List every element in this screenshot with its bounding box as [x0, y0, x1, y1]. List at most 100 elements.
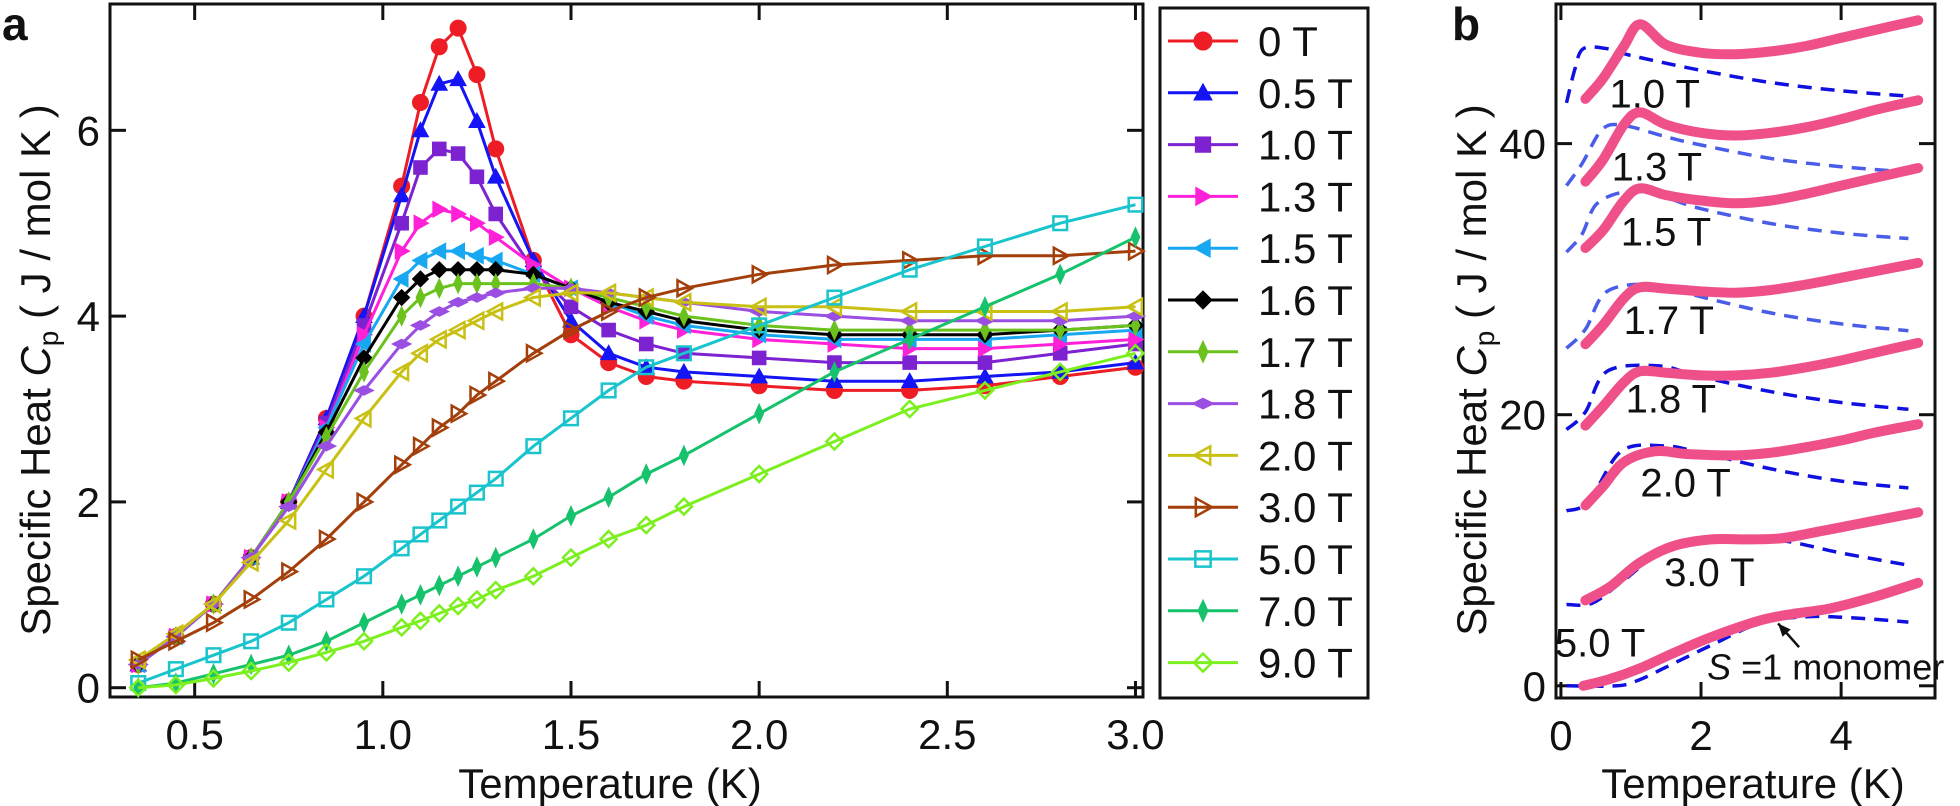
series-1_3T: 1.3 T: [1565, 95, 1924, 190]
data-point-marker: [353, 408, 372, 429]
data-point-marker: [468, 484, 485, 501]
curve-label: 1.7 T: [1624, 299, 1714, 343]
y-tick-label: 0: [1523, 663, 1546, 710]
x-tick-label: 0: [1549, 712, 1572, 759]
data-point-marker: [428, 329, 447, 350]
data-point-marker: [488, 371, 507, 392]
data-point-marker: [202, 593, 222, 615]
data-point-marker: [485, 287, 507, 299]
data-point-marker: [1192, 238, 1211, 259]
y-tick-label: 20: [1499, 392, 1546, 439]
data-point-marker: [278, 501, 300, 512]
data-point-marker: [600, 301, 620, 322]
y-tick-label: 6: [77, 107, 100, 154]
y-axis-title-symbol: C: [1448, 346, 1495, 377]
series-line: [137, 203, 1136, 685]
legend-label: 1.5 T: [1258, 225, 1353, 272]
data-point-marker: [130, 649, 149, 670]
x-tick-label: 1.0: [354, 711, 412, 758]
data-point-marker: [449, 242, 465, 260]
data-point-marker: [638, 359, 655, 376]
axis-ticks-a: 0.5 1.0 1.5 2.0 2.5 3.0 0 2 4 6: [77, 4, 1165, 758]
data-point-marker: [560, 282, 579, 304]
data-point-marker: [599, 344, 618, 361]
data-point-marker: [487, 470, 504, 487]
data-point-marker: [975, 380, 995, 401]
data-point-marker: [1050, 362, 1070, 382]
series-1_6T: [129, 260, 1145, 674]
data-point-marker: [468, 66, 486, 84]
data-point-marker: [676, 278, 695, 299]
x-axis-title-a: Temperature (K): [458, 760, 761, 806]
legend-item: 1.3 T: [1168, 173, 1353, 220]
curve-label: 1.3 T: [1612, 146, 1702, 190]
data-point-marker: [208, 662, 219, 685]
measured-curve: [1580, 15, 1924, 104]
curve-label: 2.0 T: [1640, 461, 1730, 505]
data-point-marker: [525, 438, 542, 455]
data-point-marker: [485, 301, 504, 322]
data-point-marker: [453, 272, 464, 295]
series-1_8T: 1.8 T: [1565, 337, 1924, 431]
legend-item: 0 T: [1168, 18, 1318, 65]
legend-item: 1.8 T: [1168, 381, 1353, 428]
data-point-marker: [1193, 290, 1213, 310]
x-tick-label: 0.5: [165, 711, 223, 758]
data-point-marker: [471, 272, 482, 295]
data-point-marker: [1194, 550, 1212, 568]
data-point-marker: [447, 296, 469, 308]
data-point-marker: [638, 336, 654, 352]
data-point-marker: [353, 385, 375, 396]
data-point-marker: [829, 361, 840, 383]
data-point-marker: [673, 292, 692, 313]
legend-item: 5.0 T: [1168, 536, 1353, 583]
data-point-marker: [900, 372, 919, 389]
series-5_0T: 5.0 T: [1555, 577, 1924, 691]
series-9_0T: [128, 343, 1146, 698]
series-2_0T: 2.0 T: [1565, 419, 1924, 513]
data-point-marker: [434, 277, 445, 300]
legend-item: 9.0 T: [1168, 640, 1353, 687]
data-point-marker: [281, 561, 300, 582]
data-point-marker: [675, 345, 692, 362]
data-point-marker: [562, 410, 580, 427]
legend-label: 1.8 T: [1258, 381, 1353, 428]
legend-label: 0.5 T: [1258, 70, 1353, 117]
legend-label: 5.0 T: [1258, 536, 1353, 583]
data-point-marker: [393, 540, 410, 557]
data-point-marker: [450, 403, 469, 424]
monomer-annotation: S =1 monomer: [1707, 622, 1944, 687]
data-point-marker: [409, 343, 429, 364]
data-point-marker: [393, 454, 413, 475]
data-point-marker: [754, 402, 765, 425]
data-point-marker: [467, 246, 484, 265]
data-point-marker: [412, 436, 432, 457]
data-point-marker: [355, 568, 373, 585]
data-point-marker: [1049, 301, 1068, 322]
data-point-marker: [490, 546, 501, 569]
data-point-marker: [205, 647, 222, 664]
data-point-marker: [450, 498, 467, 515]
data-point-marker: [434, 574, 445, 597]
data-point-marker: [354, 335, 371, 353]
legend-item: 1.5 T: [1168, 225, 1353, 272]
data-point-marker: [675, 362, 693, 379]
data-point-marker: [450, 146, 466, 161]
data-point-marker: [280, 614, 297, 631]
data-point-marker: [165, 623, 184, 644]
data-point-marker: [750, 367, 769, 384]
model-curve-dashed: [1565, 363, 1909, 431]
data-point-marker: [1197, 598, 1209, 623]
model-curve-dashed: [1566, 614, 1909, 688]
data-point-marker: [354, 631, 374, 652]
legend-item: 7.0 T: [1168, 588, 1353, 635]
data-point-marker: [431, 141, 447, 157]
series-1_7T: 1.7 T: [1565, 257, 1924, 350]
data-point-marker: [1055, 263, 1066, 286]
series-5_0T: [130, 196, 1144, 692]
x-axis-title-b: Temperature (K): [1601, 760, 1904, 806]
model-curve-dashed: [1565, 189, 1909, 254]
data-point-marker: [432, 200, 449, 219]
series-3_0T: 3.0 T: [1566, 507, 1924, 608]
